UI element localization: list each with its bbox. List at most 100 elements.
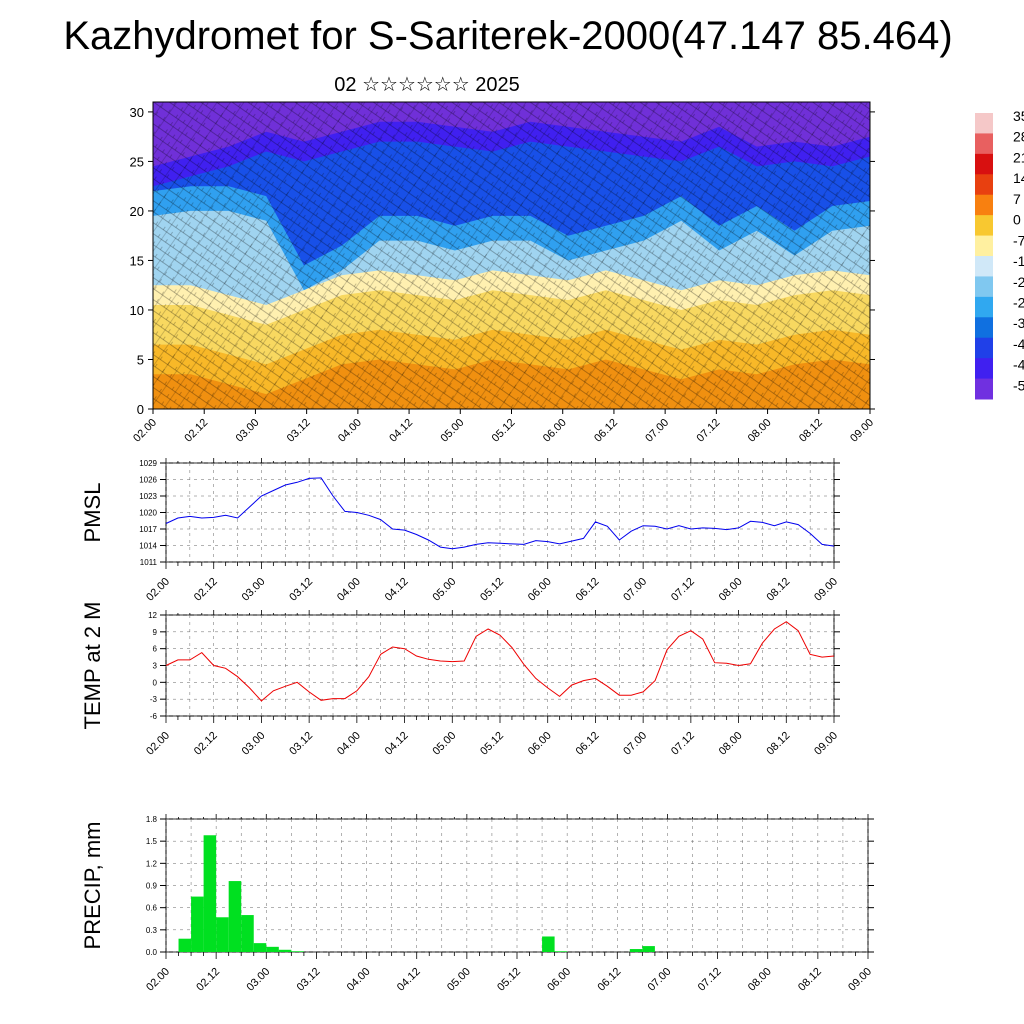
x-tick-label: 07.00 [621,576,649,604]
colorbar-label: -7 [1013,232,1024,248]
x-tick-label: 05.00 [430,576,458,604]
y-tick-label: 15 [130,253,144,268]
colorbar: 35 28 21 14 7 0 -7 -1 -2 -2 -3 -4 -4 -5 [975,108,1024,400]
cross-section-field [153,102,870,409]
page-title: Kazhydromet for S-Sariterek-2000(47.147 … [63,14,953,58]
colorbar-swatch [975,256,993,277]
precip-bar [253,943,267,952]
x-tick-label: 03.00 [240,730,268,758]
x-tick-label: 09.00 [812,576,840,604]
y-tick-label: 1026 [139,476,157,485]
y-tick-label: 0.6 [146,904,158,913]
x-tick-label: 06.00 [526,730,554,758]
y-tick-label: -3 [150,695,158,704]
y-tick-label: 1023 [139,492,157,501]
x-tick-label: 07.00 [643,417,671,445]
precip-bar [266,946,279,952]
colorbar-label: -5 [1013,377,1024,393]
precip-bar [291,951,304,952]
x-tick-label: 09.00 [812,730,840,758]
precip-bar [216,917,229,952]
x-tick-label: 05.00 [445,966,473,994]
y-tick-label: 12 [148,611,157,620]
x-tick-label: 08.12 [797,417,825,445]
colorbar-label: -1 [1013,253,1024,269]
x-tick-label: 06.12 [574,730,602,758]
x-tick-label: 02.00 [144,730,172,758]
y-tick-label: 9 [153,628,158,637]
x-tick-label: 02.12 [192,576,220,604]
x-tick-label: 05.12 [478,730,506,758]
colorbar-swatch [975,378,993,400]
date-subtitle: 02 ☆☆☆☆☆☆ 2025 [334,74,520,96]
precip-bar [642,946,655,952]
x-tick-label: 05.12 [495,966,523,994]
colorbar-label: -3 [1013,315,1024,331]
colorbar-label: 14 [1013,170,1024,186]
series-line [165,621,835,702]
precip-bar [554,951,568,952]
precip-bar [191,896,204,952]
x-tick-label: 06.12 [574,576,602,604]
x-tick-label: 05.00 [430,730,458,758]
x-tick-label: 09.00 [846,966,874,994]
y-tick-label: 1020 [139,509,157,518]
x-tick-label: 06.00 [545,966,573,994]
x-tick-label: 02.12 [192,730,220,758]
y-tick-label: 0.0 [146,948,158,957]
x-tick-label: 04.00 [345,966,373,994]
x-tick-label: 03.00 [240,576,268,604]
x-tick-label: 03.12 [287,576,315,604]
y-axis-label: PRECIP, mm [80,822,105,950]
y-tick-label: 1.2 [146,859,158,868]
x-tick-label: 03.12 [285,417,313,445]
y-tick-label: 10 [130,303,144,318]
y-tick-label: 0.9 [146,882,158,891]
x-tick-label: 06.00 [526,576,554,604]
x-tick-label: 03.12 [287,730,315,758]
colorbar-label: 21 [1013,149,1024,165]
x-tick-label: 04.12 [387,417,415,445]
y-tick-label: 0 [153,678,158,687]
x-tick-label: 06.12 [595,966,623,994]
precip-bar [178,938,192,952]
x-tick-label: 04.12 [395,966,423,994]
x-tick-label: 06.00 [541,417,569,445]
x-tick-label: 02.00 [144,576,172,604]
precipitation-panel: 0.0 0.3 0.6 0.9 1.2 1.5 1.8 02.00 02.12 03.00 03.1… [80,814,874,994]
x-tick-label: 07.12 [669,576,697,604]
colorbar-swatch [975,133,993,155]
y-tick-label: 1011 [140,558,158,567]
y-axis-label: TEMP at 2 M [80,602,105,730]
x-tick-label: 02.00 [131,417,159,445]
colorbar-swatch [975,194,993,216]
x-tick-label: 03.12 [295,966,323,994]
y-tick-label: 25 [130,154,144,169]
y-tick-label: 6 [153,645,158,654]
colorbar-swatch [975,153,993,175]
x-tick-label: 02.12 [194,966,222,994]
x-tick-label: 07.12 [669,730,697,758]
colorbar-swatch [975,174,993,196]
x-tick-label: 08.00 [717,730,745,758]
colorbar-label: 0 [1013,212,1021,228]
y-tick-label: 5 [137,352,144,367]
x-tick-label: 03.00 [234,417,262,445]
colorbar-swatch [975,296,993,318]
pmsl-panel: 1011 1014 1017 1020 1023 1026 1029 02.00 02.12 03… [80,458,840,604]
precip-bar [228,881,242,952]
series-line [165,477,835,550]
x-tick-label: 04.00 [335,576,363,604]
y-tick-label: 1.8 [146,815,158,824]
x-tick-label: 07.00 [621,730,649,758]
x-tick-label: 08.12 [764,576,792,604]
x-tick-label: 09.00 [848,417,876,445]
x-tick-label: 04.12 [383,730,411,758]
colorbar-label: -2 [1013,295,1024,311]
y-tick-label: 1.5 [146,837,158,846]
x-tick-label: 04.00 [336,417,364,445]
colorbar-label: 35 [1013,108,1024,124]
y-tick-label: 3 [153,662,158,671]
y-tick-label: 1029 [139,459,157,468]
colorbar-label: -4 [1013,336,1024,352]
